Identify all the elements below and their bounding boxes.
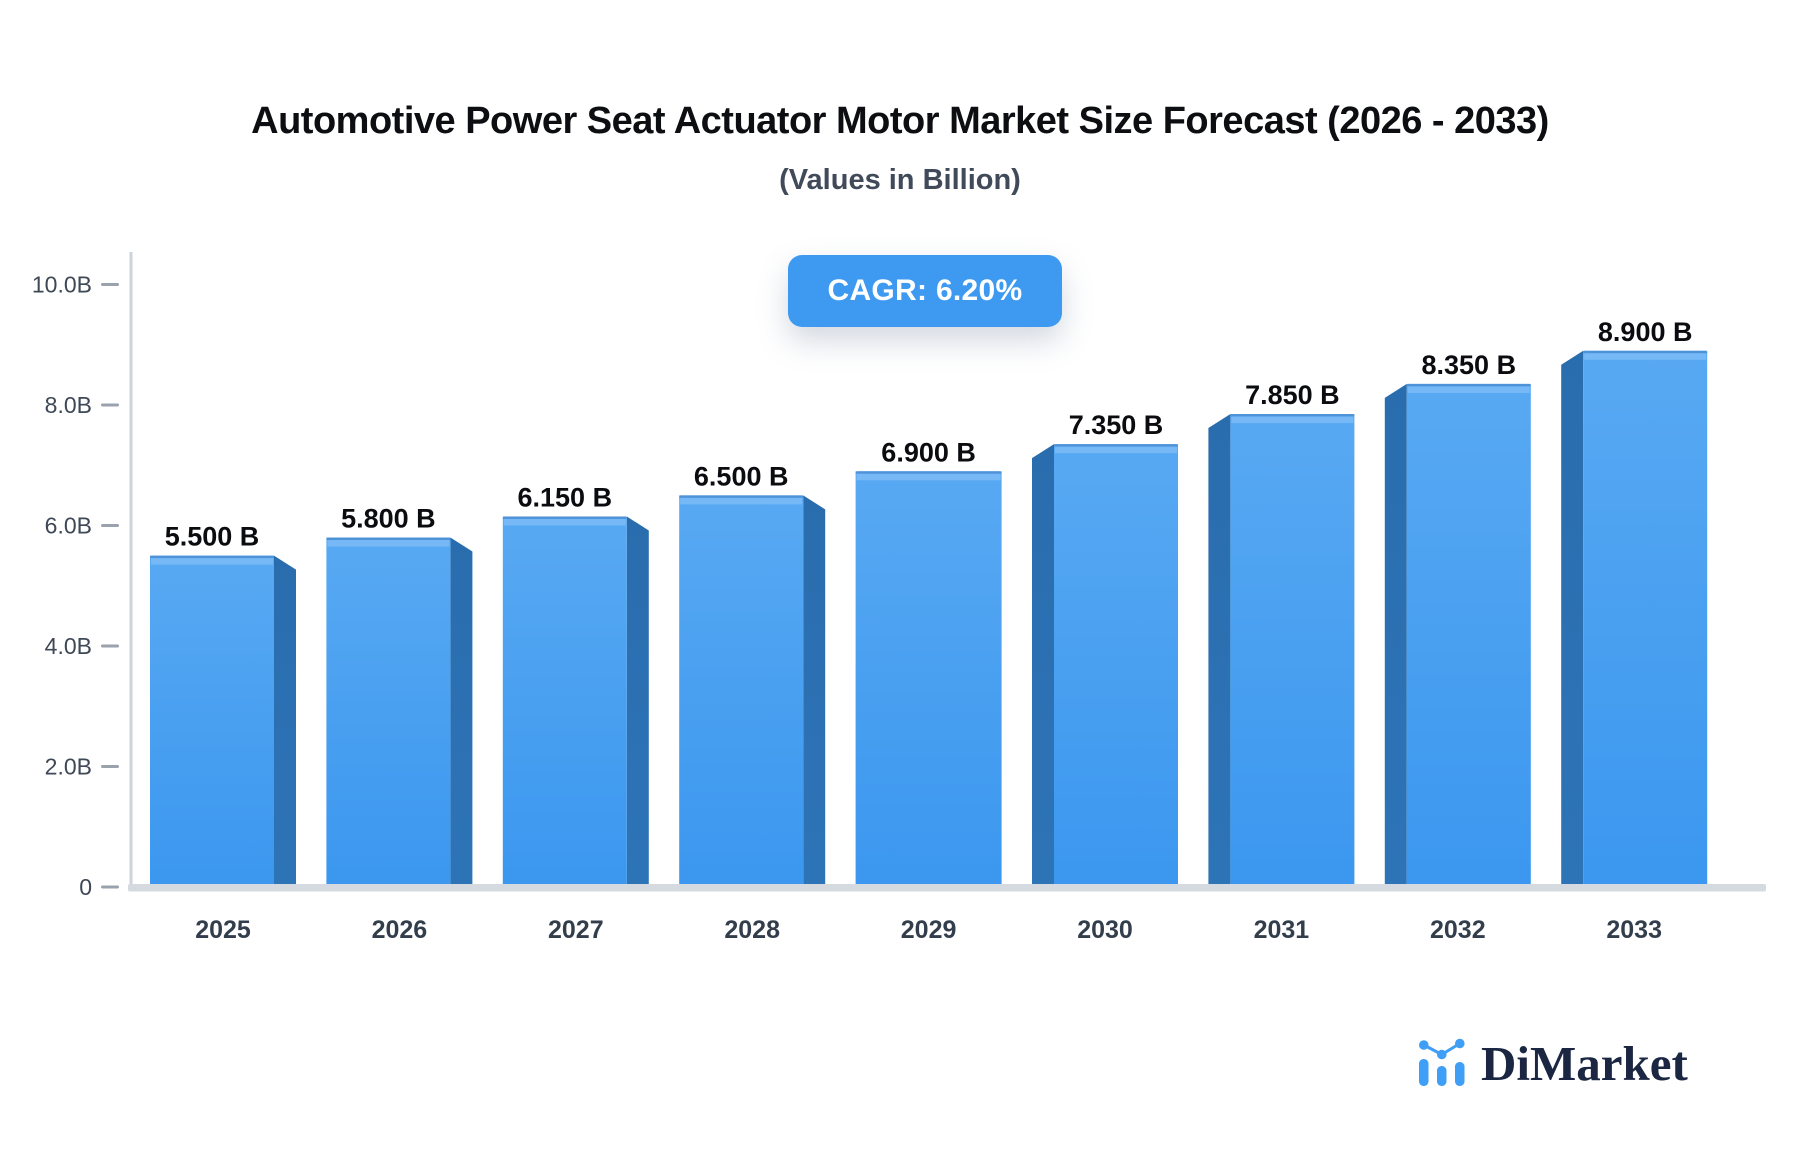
bar-value-label: 6.500 B (694, 461, 789, 491)
bar-main-face (1583, 350, 1708, 887)
dimarket-logo-text: DiMarket (1481, 1035, 1688, 1091)
dimarket-logo: DiMarket (1416, 1038, 1688, 1088)
x-axis-label: 2031 (1254, 916, 1310, 944)
dimarket-logo-icon (1419, 1038, 1465, 1086)
x-axis-label: 2030 (1077, 916, 1133, 944)
bar-2032[interactable]: 8.350 B 2032 (1384, 350, 1531, 944)
bar-side-face (1384, 383, 1407, 887)
cagr-badge-label: CAGR: 6.20% (827, 274, 1023, 307)
bar-main-face (1406, 383, 1531, 887)
y-axis-tick-mark (101, 765, 119, 768)
y-axis-tick-label: 8.0B (45, 392, 92, 418)
y-axis-tick-label: 6.0B (45, 513, 92, 539)
bar-top-edge (1054, 444, 1178, 447)
x-axis-line (128, 884, 1766, 892)
bar-main-face (1054, 444, 1178, 887)
bar-top-edge (1230, 414, 1355, 417)
x-axis-label: 2032 (1430, 916, 1486, 944)
bar-top-highlight (151, 558, 273, 565)
bar-top-edge (502, 516, 627, 519)
x-axis-label: 2033 (1606, 916, 1662, 944)
bar-value-label: 5.500 B (165, 522, 260, 552)
bar-top-edge (1406, 383, 1531, 387)
y-axis-tick-mark (101, 403, 119, 407)
bar-side-face (803, 495, 826, 887)
bar-side-face (1208, 414, 1231, 887)
bar-2025[interactable]: 5.500 B 2025 (150, 522, 296, 944)
bar-2027[interactable]: 6.150 B 2027 (502, 482, 649, 944)
bar-2026[interactable]: 5.800 B 2026 (326, 504, 473, 944)
x-axis-label: 2026 (372, 916, 428, 944)
x-axis-label: 2029 (901, 916, 957, 944)
bar-2033[interactable]: 8.900 B 2033 (1561, 317, 1708, 944)
bar-top-highlight (1055, 446, 1177, 454)
bar-main-face (679, 495, 804, 887)
bar-top-highlight (327, 540, 450, 547)
bar-top-edge (326, 537, 451, 541)
bar-side-face (274, 555, 296, 887)
bar-value-label: 8.900 B (1598, 317, 1693, 347)
x-axis-label: 2025 (195, 916, 251, 944)
bar-side-face (450, 537, 473, 887)
bar-main-face (502, 516, 627, 887)
bar-value-label: 6.150 B (518, 482, 613, 512)
bar-top-edge (855, 471, 1002, 474)
x-axis-label: 2027 (548, 916, 604, 944)
bar-top-highlight (1584, 353, 1707, 360)
y-axis-tick-label: 2.0B (45, 754, 92, 780)
page-title: Automotive Power Seat Actuator Motor Mar… (251, 100, 1549, 142)
y-axis-tick-mark (101, 644, 119, 648)
y-axis-tick-mark (101, 283, 119, 286)
bar-2031[interactable]: 7.850 B 2031 (1208, 380, 1355, 944)
y-axis-tick-mark (101, 885, 119, 889)
y-axis-tick-mark (101, 524, 119, 527)
bar-value-label: 7.350 B (1069, 410, 1164, 440)
bar-value-label: 8.350 B (1422, 350, 1517, 380)
bar-side-face (626, 516, 649, 887)
bar-main-face (150, 555, 274, 887)
bar-value-label: 7.850 B (1245, 380, 1340, 410)
x-axis-label: 2028 (724, 916, 780, 944)
bar-value-label: 5.800 B (341, 504, 436, 534)
bar-2028[interactable]: 6.500 B 2028 (679, 461, 826, 944)
y-axis-tick-label: 4.0B (45, 633, 92, 659)
page-subtitle: (Values in Billion) (779, 164, 1021, 196)
bar-value-label: 6.900 B (881, 437, 976, 467)
bar-side-face (1561, 350, 1584, 887)
bar-top-highlight (680, 497, 803, 505)
bar-main-face (1230, 414, 1355, 887)
bar-top-edge (679, 495, 804, 498)
bar-2029[interactable]: 6.900 B 2029 (855, 437, 1002, 944)
bar-main-face (855, 471, 1002, 887)
bar-top-highlight (503, 518, 626, 526)
y-axis-tick-label: 10.0B (32, 272, 92, 298)
bar-2030[interactable]: 7.350 B 2030 (1032, 410, 1178, 944)
bar-top-highlight (1231, 416, 1354, 424)
bar-side-face (1032, 444, 1054, 887)
y-axis-tick-label: 0 (79, 874, 92, 900)
bar-main-face (326, 537, 451, 887)
cagr-badge: CAGR: 6.20% (788, 255, 1062, 327)
bar-top-highlight (1407, 386, 1530, 393)
bar-top-edge (150, 555, 274, 559)
bar-top-edge (1583, 350, 1708, 354)
y-axis-line (129, 252, 133, 887)
bar-top-highlight (856, 473, 1001, 481)
